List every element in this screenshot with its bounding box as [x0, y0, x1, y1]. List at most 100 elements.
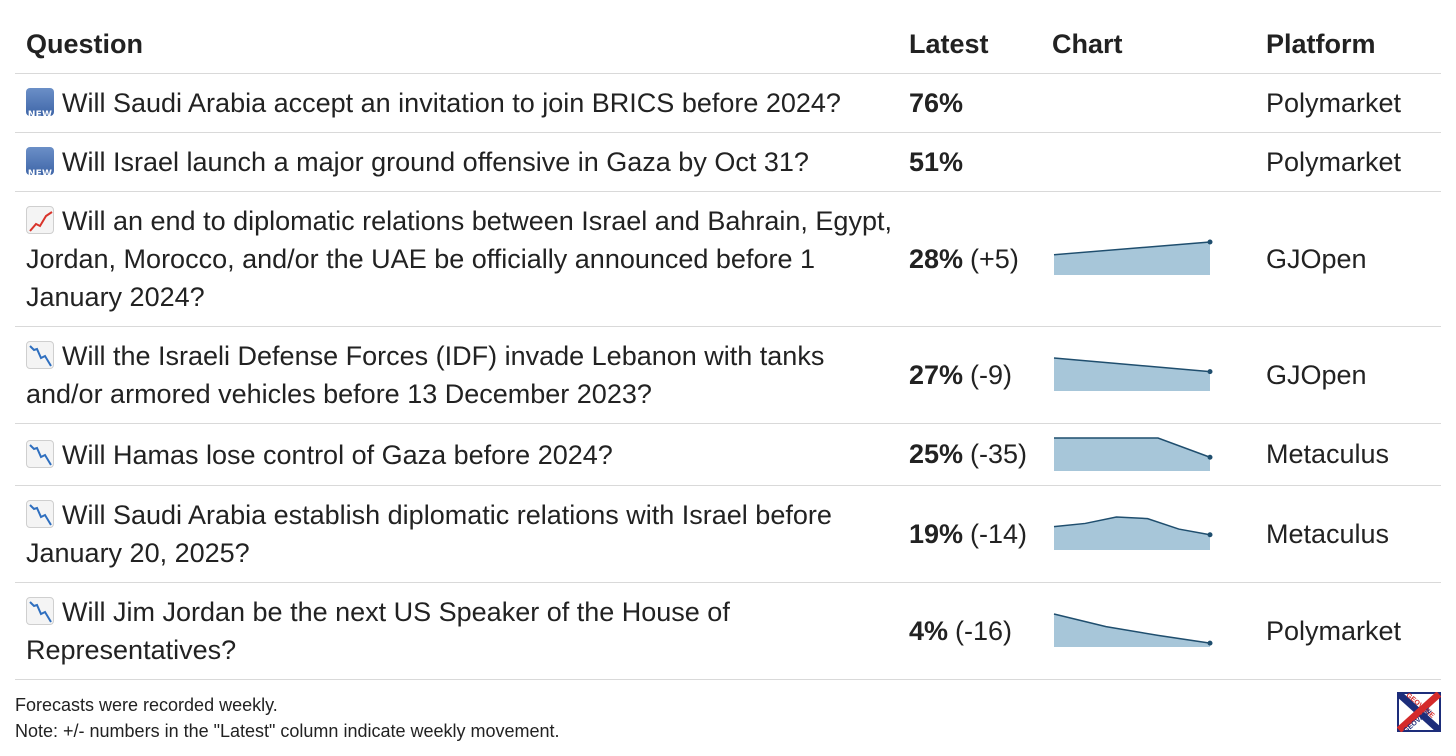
question-label: Will Jim Jordan be the next US Speaker o…	[26, 597, 730, 665]
question-text: Will the Israeli Defense Forces (IDF) in…	[26, 337, 896, 413]
header-latest: Latest	[909, 28, 989, 59]
chart-cell	[1053, 74, 1223, 132]
sparkline-line	[1054, 436, 1211, 458]
latest-value: 76%	[909, 87, 964, 118]
header-platform: Platform	[1266, 28, 1376, 59]
chart-decreasing-icon	[26, 439, 54, 468]
chart-cell	[1053, 133, 1223, 191]
latest-value: 28%	[909, 243, 964, 274]
platform-cell: Polymarket	[1266, 615, 1402, 646]
chart-decreasing-icon	[26, 500, 54, 528]
latest-cell: 19% (-14)	[909, 486, 1049, 582]
latest-value: 4%	[909, 615, 949, 646]
new-icon: NEW	[26, 88, 54, 120]
question-label: Will Saudi Arabia accept an invitation t…	[62, 88, 841, 118]
chart-cell	[1053, 486, 1223, 582]
table-header: Question Latest Chart Platform	[15, 15, 1441, 74]
latest-cell: 28% (+5)	[909, 192, 1049, 326]
latest-cell: 25% (-35)	[909, 424, 1049, 485]
question-text: Will Hamas lose control of Gaza before 2…	[26, 436, 613, 474]
table-row: Will Saudi Arabia establish diplomatic r…	[15, 486, 1441, 583]
question-cell: Will Hamas lose control of Gaza before 2…	[26, 424, 896, 485]
chart-cell	[1053, 424, 1223, 485]
new-badge-text: NEW	[27, 169, 53, 179]
platform-cell: GJOpen	[1266, 359, 1367, 390]
sparkline	[1053, 613, 1213, 647]
question-label: Will Saudi Arabia establish diplomatic r…	[26, 500, 832, 568]
sparkline-last-point	[1207, 454, 1213, 460]
sparkline	[1053, 516, 1213, 550]
question-text: NEW Will Israel launch a major ground off…	[26, 143, 809, 181]
sparkline-line	[1053, 613, 1211, 644]
footnote-line-2: Note: +/- numbers in the "Latest" column…	[15, 721, 560, 741]
question-label: Will Hamas lose control of Gaza before 2…	[62, 439, 613, 470]
question-label: Will an end to diplomatic relations betw…	[26, 206, 892, 312]
geovane-logo: GEOVANE GEOVANE	[1396, 691, 1442, 735]
table-row: Will Hamas lose control of Gaza before 2…	[15, 424, 1441, 486]
question-cell: NEW Will Saudi Arabia accept an invitatio…	[26, 74, 896, 132]
question-text: Will Jim Jordan be the next US Speaker o…	[26, 593, 896, 669]
latest-value: 25%	[909, 439, 964, 469]
sparkline-line	[1053, 241, 1211, 256]
sparkline-area	[1054, 242, 1210, 275]
sparkline	[1053, 357, 1213, 391]
table-row: Will Jim Jordan be the next US Speaker o…	[15, 583, 1441, 680]
latest-cell: 4% (-16)	[909, 583, 1049, 679]
sparkline-last-point	[1207, 239, 1213, 245]
latest-value: 51%	[909, 146, 964, 177]
question-cell: Will Jim Jordan be the next US Speaker o…	[26, 583, 896, 679]
sparkline	[1054, 436, 1213, 471]
sparkline	[1053, 141, 1213, 183]
table-row: NEW Will Israel launch a major ground off…	[15, 133, 1441, 192]
sparkline-line	[1053, 516, 1211, 536]
platform-cell: GJOpen	[1266, 243, 1367, 274]
footnote: Forecasts were recorded weekly. Note: +/…	[15, 692, 560, 744]
weekly-change: (-14)	[970, 518, 1028, 549]
question-text: Will Saudi Arabia establish diplomatic r…	[26, 496, 896, 572]
question-text: NEW Will Saudi Arabia accept an invitatio…	[26, 84, 841, 122]
weekly-change: (-16)	[955, 615, 1013, 646]
question-cell: Will the Israeli Defense Forces (IDF) in…	[26, 327, 896, 423]
chart-increasing-icon	[26, 206, 54, 234]
chart-cell	[1053, 327, 1223, 423]
chart-cell	[1053, 192, 1223, 326]
sparkline-area	[1054, 358, 1210, 391]
question-cell: Will Saudi Arabia establish diplomatic r…	[26, 486, 896, 582]
footnote-line-1: Forecasts were recorded weekly.	[15, 695, 278, 715]
new-badge-text: NEW	[27, 110, 53, 120]
question-cell: Will an end to diplomatic relations betw…	[26, 192, 896, 326]
question-label: Will Israel launch a major ground offens…	[62, 147, 809, 177]
latest-value: 27%	[909, 359, 964, 390]
sparkline-area	[1054, 517, 1210, 550]
weekly-change: (+5)	[970, 243, 1019, 274]
sparkline-area	[1054, 614, 1210, 647]
sparkline	[1053, 82, 1213, 124]
sparkline	[1053, 239, 1213, 275]
table-row: NEW Will Saudi Arabia accept an invitatio…	[15, 74, 1441, 133]
sparkline-area	[1054, 437, 1210, 471]
platform-cell: Metaculus	[1266, 518, 1390, 549]
latest-cell: 51%	[909, 133, 1049, 191]
sparkline-line	[1053, 357, 1211, 373]
platform-cell: Polymarket	[1266, 87, 1402, 118]
weekly-change: (-9)	[970, 359, 1013, 390]
table-row: Will the Israeli Defense Forces (IDF) in…	[15, 327, 1441, 424]
header-question: Question	[26, 29, 144, 59]
platform-cell: Metaculus	[1266, 439, 1390, 469]
forecast-table: Question Latest Chart Platform NEW Will S…	[15, 15, 1441, 680]
question-text: Will an end to diplomatic relations betw…	[26, 202, 896, 316]
chart-decreasing-icon	[26, 341, 54, 369]
question-cell: NEW Will Israel launch a major ground off…	[26, 133, 896, 191]
latest-value: 19%	[909, 518, 964, 549]
sparkline-last-point	[1207, 640, 1213, 646]
header-chart: Chart	[1052, 28, 1123, 59]
latest-cell: 27% (-9)	[909, 327, 1049, 423]
table-row: Will an end to diplomatic relations betw…	[15, 192, 1441, 327]
chart-cell	[1053, 583, 1223, 679]
latest-cell: 76%	[909, 74, 1049, 132]
sparkline-last-point	[1207, 532, 1213, 538]
sparkline-last-point	[1207, 369, 1213, 375]
question-label: Will the Israeli Defense Forces (IDF) in…	[26, 341, 825, 409]
chart-decreasing-icon	[26, 597, 54, 625]
weekly-change: (-35)	[970, 439, 1028, 469]
